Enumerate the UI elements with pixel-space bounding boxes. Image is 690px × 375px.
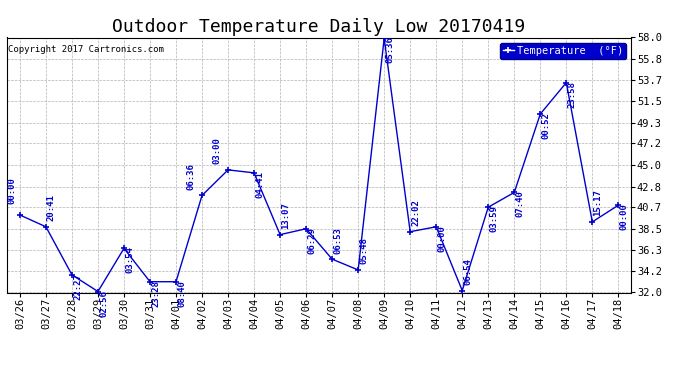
Text: 00:52: 00:52 bbox=[542, 112, 551, 139]
Legend: Temperature  (°F): Temperature (°F) bbox=[500, 43, 626, 59]
Text: 23:28: 23:28 bbox=[151, 280, 160, 307]
Text: 03:59: 03:59 bbox=[489, 205, 498, 232]
Text: 15:17: 15:17 bbox=[593, 189, 602, 216]
Text: 23:58: 23:58 bbox=[567, 81, 576, 108]
Title: Outdoor Temperature Daily Low 20170419: Outdoor Temperature Daily Low 20170419 bbox=[112, 18, 526, 36]
Text: 03:54: 03:54 bbox=[125, 246, 134, 273]
Text: 00:00: 00:00 bbox=[620, 203, 629, 230]
Text: 22:02: 22:02 bbox=[411, 199, 420, 226]
Text: 06:36: 06:36 bbox=[186, 163, 195, 190]
Text: 00:00: 00:00 bbox=[7, 177, 16, 204]
Text: 03:00: 03:00 bbox=[213, 138, 221, 164]
Text: 05:36: 05:36 bbox=[385, 37, 394, 63]
Text: 00:00: 00:00 bbox=[437, 225, 446, 252]
Text: 22:27: 22:27 bbox=[73, 273, 82, 300]
Text: 20:41: 20:41 bbox=[47, 194, 56, 221]
Text: 06:29: 06:29 bbox=[307, 227, 316, 254]
Text: 05:48: 05:48 bbox=[359, 237, 368, 264]
Text: 08:40: 08:40 bbox=[177, 280, 186, 307]
Text: 07:40: 07:40 bbox=[515, 190, 524, 217]
Text: 02:56: 02:56 bbox=[99, 290, 108, 316]
Text: 04:41: 04:41 bbox=[255, 171, 264, 198]
Text: 06:54: 06:54 bbox=[463, 258, 472, 285]
Text: 13:07: 13:07 bbox=[281, 202, 290, 229]
Text: 06:53: 06:53 bbox=[333, 227, 342, 254]
Text: Copyright 2017 Cartronics.com: Copyright 2017 Cartronics.com bbox=[8, 45, 164, 54]
